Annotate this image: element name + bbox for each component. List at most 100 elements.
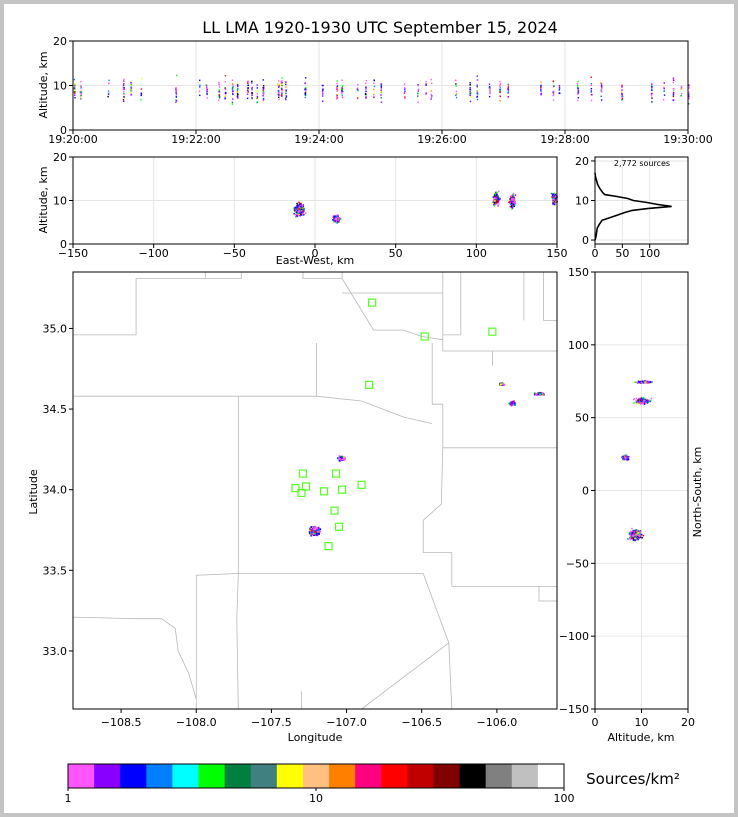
time-height-source: [650, 95, 653, 97]
time-height-source: [123, 78, 125, 81]
time-height-source: [430, 78, 432, 81]
colorbar-swatch: [250, 764, 278, 788]
ns-height-source: [637, 402, 639, 405]
time-height-source: [425, 93, 427, 96]
plan-view-source: [510, 401, 513, 404]
time-height-source: [356, 87, 359, 89]
time-height-source: [262, 79, 264, 81]
ew-height-source: [511, 200, 514, 203]
ns-tick-label: 150: [568, 266, 589, 279]
ns-height-source: [631, 527, 633, 530]
ew-height-source: [295, 210, 297, 212]
ew-height-source: [296, 213, 299, 216]
ew-height-source: [497, 197, 500, 200]
ew-height-source: [550, 192, 553, 195]
time-height-source: [365, 97, 367, 99]
time-height-source: [206, 89, 208, 92]
colorbar-swatch: [172, 764, 199, 788]
ns-height-source: [636, 533, 638, 536]
time-height-source: [262, 92, 265, 94]
ns-height-source: [640, 381, 643, 384]
ns-tick-label: 50: [575, 412, 589, 425]
ew-height-source: [494, 194, 497, 197]
ns-tick-label: −150: [559, 703, 589, 716]
ew-height-source: [493, 202, 496, 204]
time-height-source: [322, 91, 324, 94]
ns-height-source: [638, 400, 641, 403]
time-height-source: [278, 92, 280, 94]
time-height-source: [469, 84, 471, 86]
time-height-source: [123, 80, 125, 82]
ns-height-source: [622, 456, 624, 459]
ns-height-source: [638, 535, 641, 538]
time-height-source: [455, 90, 457, 93]
time-height-source: [488, 87, 491, 89]
colorbar-swatch: [94, 764, 121, 788]
time-height-source: [74, 97, 76, 99]
time-height-source: [540, 93, 542, 96]
time-height-source: [488, 86, 491, 88]
time-height-source: [672, 81, 675, 84]
time-height-source: [80, 85, 82, 87]
station-marker: [330, 506, 339, 515]
ew-height-source: [496, 192, 498, 195]
ew-height-source: [553, 200, 555, 203]
ew-height-source: [300, 207, 302, 210]
plan-view-source: [340, 457, 343, 459]
ew-height-source: [514, 201, 517, 203]
county-boundary: [538, 586, 557, 602]
plan-view-source: [311, 529, 313, 532]
time-height-source: [140, 92, 143, 95]
ew-height-source: [333, 221, 335, 223]
ns-height-source: [637, 531, 640, 534]
time-height-source: [380, 97, 382, 99]
time-height-source: [74, 84, 76, 86]
time-height-source: [499, 82, 502, 85]
plan-view-source: [310, 526, 313, 528]
time-height-source: [600, 95, 602, 97]
time-height-source: [304, 92, 307, 94]
time-height-source: [251, 80, 253, 83]
plan-view-ylabel: Latitude: [27, 469, 40, 515]
plan-view-source: [309, 532, 311, 535]
time-height-source: [590, 90, 593, 92]
ns-height-source: [638, 381, 641, 383]
time-height-source: [651, 85, 653, 88]
time-height-source: [356, 97, 359, 100]
time-height-source: [236, 89, 239, 91]
ew-height-source: [511, 205, 514, 208]
time-height-source: [576, 83, 579, 85]
county-boundary: [448, 642, 453, 710]
ew-height-source: [298, 212, 301, 214]
time-height-source: [285, 98, 287, 101]
ns-height-source: [637, 536, 640, 539]
ew-height-source: [509, 198, 511, 200]
station-marker: [324, 542, 333, 551]
time-height-source: [590, 82, 593, 85]
time-height-source: [403, 87, 406, 89]
ew-height-source: [554, 194, 556, 196]
ns-height-source: [634, 536, 637, 538]
time-height-source: [218, 95, 221, 97]
hist-count-tick-label: 50: [615, 247, 629, 260]
time-height-source: [280, 94, 283, 96]
time-height-source: [373, 79, 375, 82]
time-height-source: [600, 82, 602, 84]
ns-height-source: [627, 457, 629, 459]
plan-view-source: [316, 534, 319, 537]
ew-height-source: [511, 202, 513, 205]
time-height-source: [232, 92, 234, 95]
time-height-source: [140, 94, 142, 97]
time-height-source: [140, 92, 142, 94]
time-height-source: [278, 96, 280, 98]
time-height-source: [365, 86, 367, 89]
time-height-source: [107, 95, 109, 98]
time-height-source: [576, 86, 579, 89]
time-height-source: [558, 87, 561, 90]
ew-height-source: [301, 205, 303, 207]
plan-view-source: [541, 393, 544, 396]
time-height-source: [206, 90, 208, 93]
ns-height-source: [638, 401, 640, 404]
plan-view-source: [311, 528, 314, 530]
ew-height-source: [334, 215, 336, 218]
